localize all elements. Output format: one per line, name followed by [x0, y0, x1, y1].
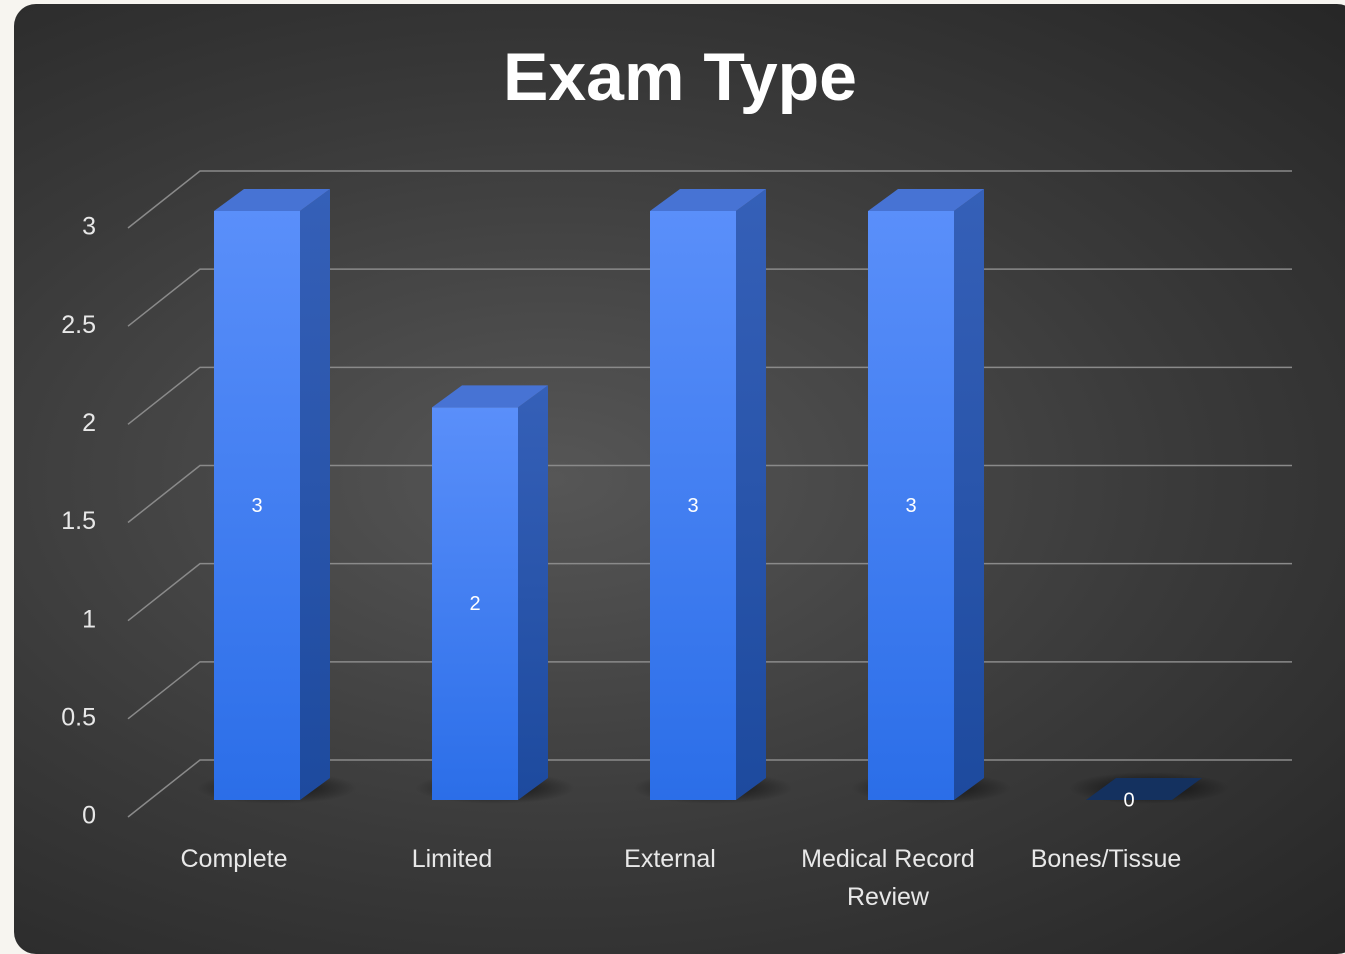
y-tick-label: 0 [82, 802, 96, 830]
bar-front [650, 211, 736, 800]
data-label: 2 [469, 593, 480, 615]
y-tick-label: 0.5 [61, 703, 96, 731]
bar-side [736, 189, 766, 800]
y-tick-label: 1.5 [61, 507, 96, 535]
y-tick-label: 3 [82, 213, 96, 241]
bar [1086, 778, 1202, 800]
bar [650, 189, 766, 800]
x-tick-label: Medical Record Review [801, 845, 975, 911]
data-label: 0 [1123, 789, 1134, 811]
bar-front [432, 407, 518, 800]
bar [214, 189, 330, 800]
x-tick-label: Bones/Tissue [1030, 845, 1182, 873]
data-label: 3 [905, 495, 916, 517]
chart-title: Exam Type [503, 39, 857, 115]
x-tick-label: Limited [411, 845, 493, 873]
bar-side [518, 385, 548, 800]
data-label: 3 [251, 495, 262, 517]
bar-base [1086, 778, 1202, 800]
x-tick-label: External [624, 845, 716, 873]
bar-side [954, 189, 984, 800]
bar-top [214, 189, 330, 211]
bar-top [650, 189, 766, 211]
bar [868, 189, 984, 800]
bar-front [214, 211, 300, 800]
y-tick-label: 2.5 [61, 311, 96, 339]
bar-side [300, 189, 330, 800]
bar [432, 385, 548, 800]
y-tick-label: 1 [82, 605, 96, 633]
y-tick-label: 2 [82, 409, 96, 437]
bar-top [868, 189, 984, 211]
grid-line [127, 170, 1292, 229]
x-tick-label: Complete [180, 845, 288, 873]
bar-front [868, 211, 954, 800]
bar-top [432, 385, 548, 408]
data-label: 3 [687, 495, 698, 517]
